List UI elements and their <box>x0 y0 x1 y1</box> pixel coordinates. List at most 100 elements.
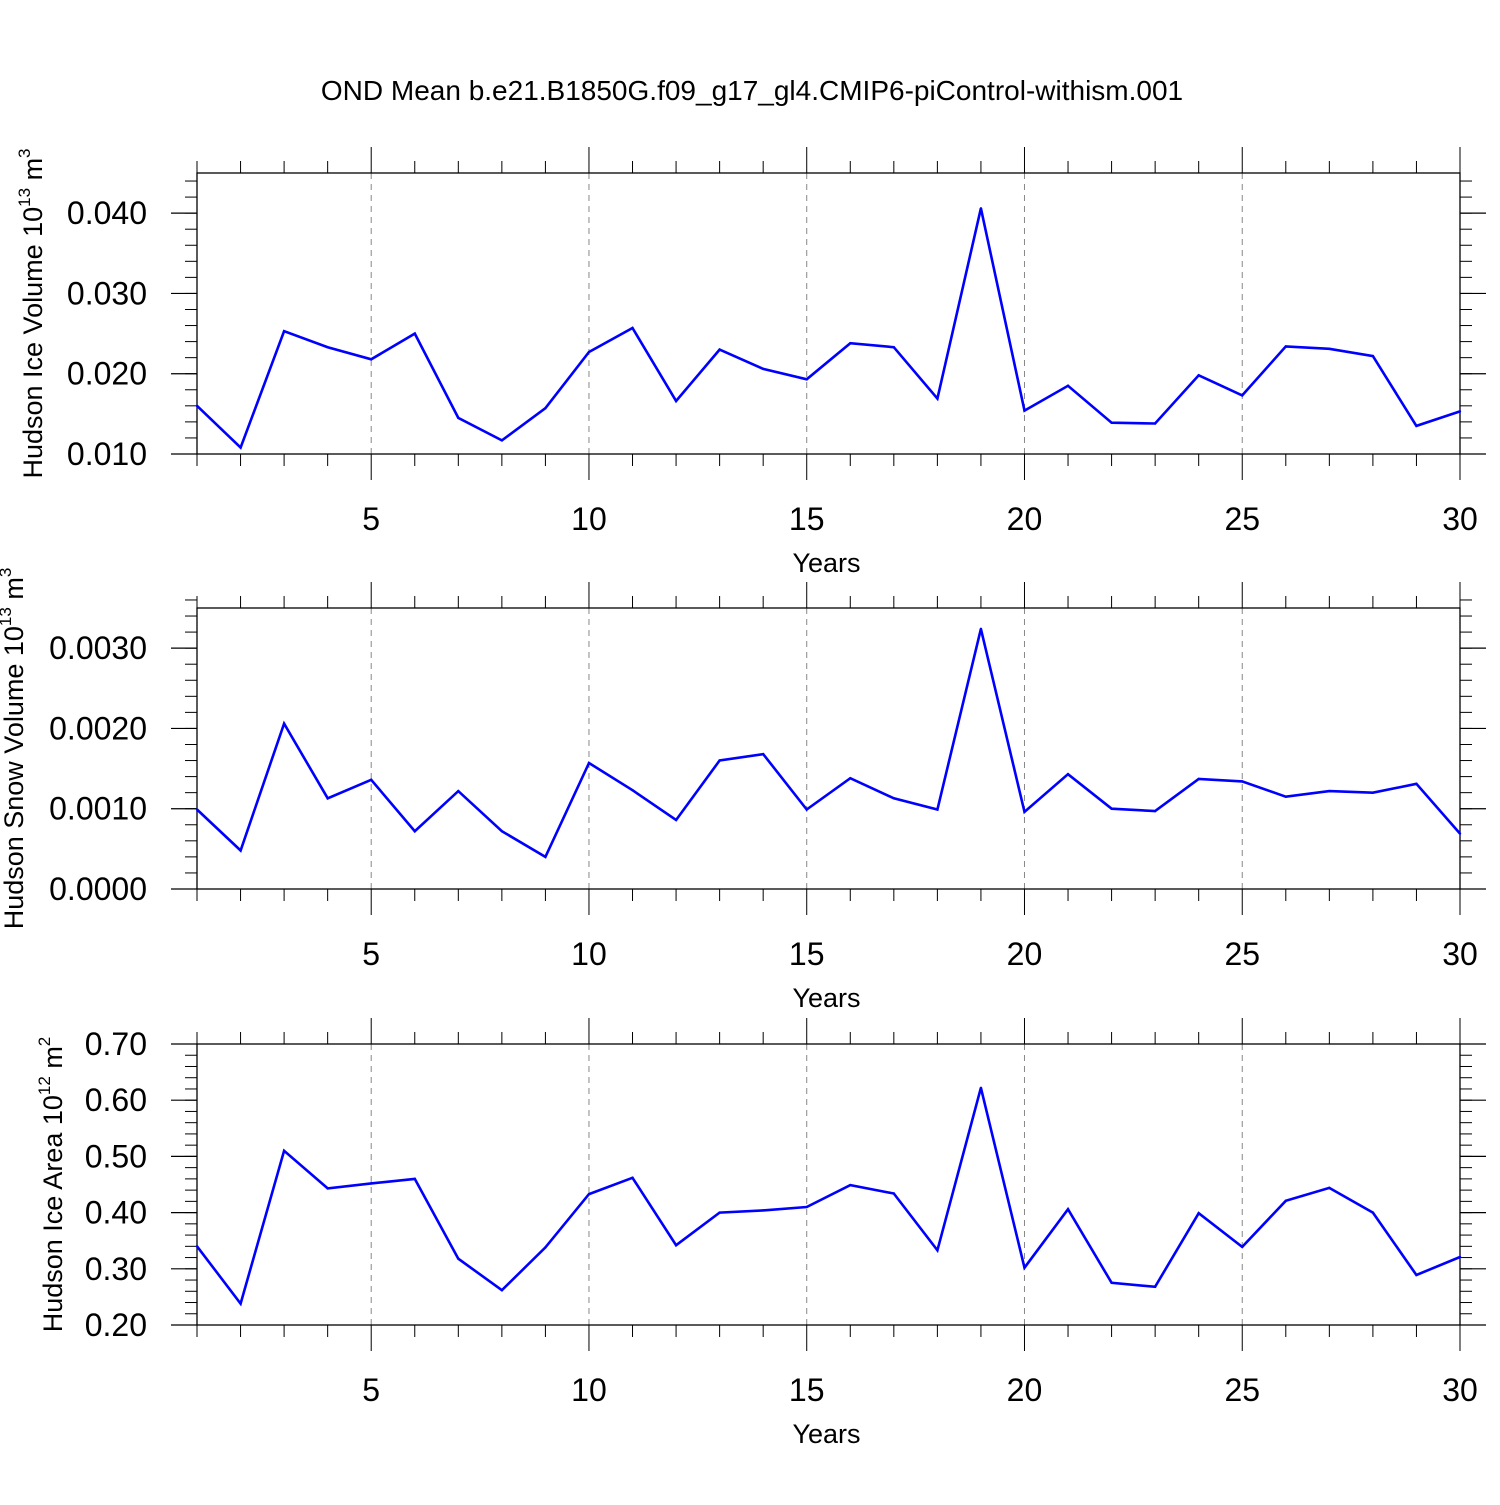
data-point <box>457 416 460 420</box>
x-axis-label: Years <box>792 983 860 1013</box>
data-point <box>674 399 678 403</box>
x-tick-label: 25 <box>1224 501 1260 537</box>
data-point <box>1328 1186 1331 1190</box>
x-tick-label: 25 <box>1224 936 1260 972</box>
data-point <box>631 789 634 792</box>
chart-title: OND Mean b.e21.B1850G.f09_g17_gl4.CMIP6-… <box>321 75 1183 106</box>
x-tick-label: 20 <box>1007 936 1043 972</box>
y-tick-label: 0.040 <box>67 195 147 231</box>
data-point <box>892 1192 896 1195</box>
data-point <box>1241 780 1244 783</box>
data-point <box>1328 789 1331 793</box>
y-tick-label: 0.30 <box>85 1251 147 1287</box>
series-line <box>196 208 1461 450</box>
y-tick-label: 0.0000 <box>49 871 147 907</box>
data-point <box>413 332 416 335</box>
y-tick-label: 0.20 <box>85 1307 147 1343</box>
y-axis-label-unit-exponent: 3 <box>15 148 34 157</box>
y-axis-label-unit: m <box>0 577 29 607</box>
y-axis-label-unit: m <box>18 158 48 188</box>
data-point <box>239 1302 242 1305</box>
y-tick-label: 0.010 <box>67 436 147 472</box>
y-axis-label-exponent: 12 <box>35 1076 54 1095</box>
data-point <box>979 207 983 210</box>
x-tick-label: 10 <box>571 501 607 537</box>
data-point <box>195 404 199 408</box>
data-point <box>718 759 721 762</box>
data-point <box>1023 1266 1026 1269</box>
x-tick-label: 15 <box>789 501 825 537</box>
chart-panel-3: 0.20 0.30 0.40 0.50 0.60 0.70 5 10 15 20 25 30 Years… <box>35 1018 1486 1449</box>
y-axis-label-unit-exponent: 2 <box>35 1037 54 1046</box>
data-point <box>500 1288 504 1292</box>
data-point <box>1241 1245 1244 1249</box>
data-point <box>1415 782 1418 786</box>
data-point <box>1328 347 1331 351</box>
data-point <box>1197 777 1200 781</box>
x-tick-label: 30 <box>1442 936 1478 972</box>
y-axis-label-text: Hudson Snow Volume 10 <box>0 626 29 929</box>
y-axis-label-exponent: 13 <box>0 607 15 626</box>
data-point <box>1110 1281 1113 1285</box>
x-tick-label: 5 <box>362 501 380 537</box>
data-point <box>631 326 634 330</box>
data-point <box>979 1086 983 1090</box>
x-tick-label: 20 <box>1007 1372 1043 1408</box>
data-point <box>761 1209 765 1212</box>
plot-frame <box>196 1043 1461 1326</box>
x-tick-label: 5 <box>362 936 380 972</box>
data-point <box>1066 772 1070 776</box>
data-point <box>1371 354 1375 358</box>
data-point <box>805 1205 808 1209</box>
data-point <box>326 346 329 349</box>
data-point <box>892 346 896 349</box>
data-point <box>936 808 939 811</box>
y-tick-label: 0.40 <box>85 1195 147 1231</box>
y-axis-label-exponent: 13 <box>15 188 34 207</box>
y-axis-label-unit: m <box>38 1046 68 1076</box>
data-point <box>413 1177 416 1181</box>
data-point <box>457 1257 460 1260</box>
y-tick-label: 0.0030 <box>49 630 147 666</box>
data-point <box>326 1187 329 1190</box>
data-point <box>1066 1208 1070 1211</box>
data-point <box>1110 421 1113 424</box>
y-axis-label: Hudson Ice Area 1012 m2 <box>35 1037 68 1333</box>
data-point <box>761 367 765 371</box>
y-axis-label: Hudson Snow Volume 1013 m3 <box>0 568 29 930</box>
data-point <box>370 1182 373 1185</box>
data-point <box>892 797 896 800</box>
x-tick-label: 30 <box>1442 501 1478 537</box>
data-point <box>805 378 808 381</box>
y-tick-label: 0.70 <box>85 1026 147 1062</box>
data-point <box>544 1246 547 1249</box>
data-point <box>1241 394 1244 397</box>
data-point <box>1284 795 1287 798</box>
data-point <box>500 829 504 833</box>
data-point <box>936 397 939 400</box>
data-point <box>1371 791 1375 794</box>
data-point <box>718 348 721 351</box>
data-point <box>805 808 808 811</box>
data-point <box>587 1192 591 1196</box>
data-point <box>1415 424 1418 428</box>
data-point <box>1415 1273 1418 1277</box>
data-point <box>239 849 242 852</box>
data-point <box>1284 1199 1287 1202</box>
data-point <box>1066 384 1070 387</box>
data-point <box>1110 807 1113 810</box>
y-axis-label-text: Hudson Ice Area 10 <box>38 1095 68 1332</box>
y-tick-label: 0.0020 <box>49 710 147 746</box>
y-axis-label: Hudson Ice Volume 1013 m3 <box>15 148 48 478</box>
data-point <box>1458 410 1462 413</box>
data-point <box>195 808 199 811</box>
data-point <box>1153 809 1157 813</box>
y-tick-label: 0.0010 <box>49 791 147 827</box>
data-point <box>674 1243 678 1247</box>
data-point <box>979 627 983 631</box>
series-line <box>195 1087 1461 1307</box>
x-tick-label: 25 <box>1224 1372 1260 1408</box>
x-axis-label: Years <box>792 1419 860 1449</box>
data-point <box>544 407 547 410</box>
